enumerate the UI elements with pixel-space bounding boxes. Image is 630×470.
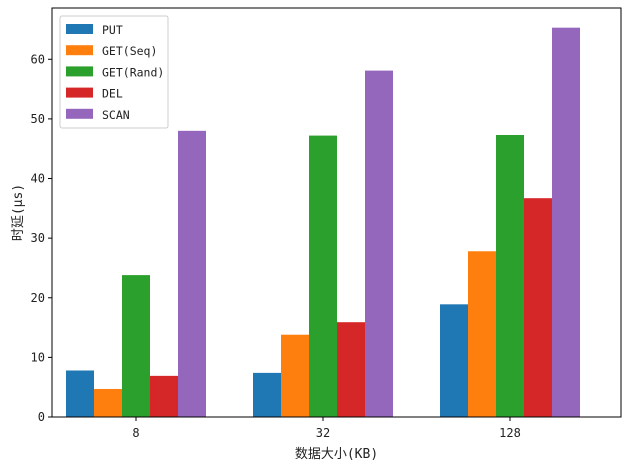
legend-swatch bbox=[66, 87, 93, 98]
bar-scan-8 bbox=[178, 130, 206, 417]
legend-label: SCAN bbox=[102, 108, 130, 122]
bar-scan-128 bbox=[552, 27, 580, 417]
legend-swatch bbox=[66, 108, 93, 119]
legend-swatch bbox=[66, 45, 93, 56]
x-axis: 8 32 128 bbox=[132, 417, 521, 440]
legend-swatch bbox=[66, 66, 93, 77]
x-axis-label: 数据大小(KB) bbox=[295, 447, 378, 462]
bar-del-8 bbox=[150, 375, 178, 417]
legend-box bbox=[59, 15, 169, 129]
bar-del-128 bbox=[524, 198, 552, 417]
x-tick-label: 32 bbox=[316, 426, 330, 440]
x-tick-label: 8 bbox=[132, 426, 139, 440]
bar-get-seq-32 bbox=[281, 334, 309, 417]
y-tick-label: 0 bbox=[38, 410, 45, 424]
y-tick-label: 20 bbox=[31, 291, 45, 305]
y-axis: 0 10 20 30 40 50 60 bbox=[31, 52, 52, 424]
y-tick-label: 10 bbox=[31, 350, 45, 364]
bar-del-32 bbox=[337, 322, 365, 417]
bar-put-32 bbox=[253, 372, 281, 417]
legend-label: DEL bbox=[102, 87, 123, 101]
legend-label: GET(Seq) bbox=[102, 44, 157, 58]
bar-get-rand-128 bbox=[496, 134, 524, 417]
bar-get-rand-32 bbox=[309, 135, 337, 417]
legend: PUT GET(Seq) GET(Rand) DEL SCAN bbox=[59, 15, 169, 129]
bar-get-seq-128 bbox=[468, 251, 496, 417]
bars-group bbox=[66, 27, 580, 417]
legend-label: PUT bbox=[102, 23, 123, 37]
x-tick-label: 128 bbox=[499, 426, 521, 440]
bar-get-rand-8 bbox=[122, 275, 150, 417]
bar-scan-32 bbox=[365, 70, 393, 417]
bar-put-8 bbox=[66, 370, 94, 417]
y-axis-label: 时延(μs) bbox=[11, 184, 26, 241]
legend-swatch bbox=[66, 24, 93, 34]
y-tick-label: 30 bbox=[31, 231, 45, 245]
bar-get-seq-8 bbox=[94, 388, 122, 417]
bar-put-128 bbox=[440, 304, 468, 417]
legend-label: GET(Rand) bbox=[102, 65, 164, 79]
y-tick-label: 50 bbox=[31, 112, 45, 126]
y-tick-label: 40 bbox=[31, 172, 45, 186]
plot-frame bbox=[51, 7, 622, 418]
y-tick-label: 60 bbox=[31, 52, 45, 66]
